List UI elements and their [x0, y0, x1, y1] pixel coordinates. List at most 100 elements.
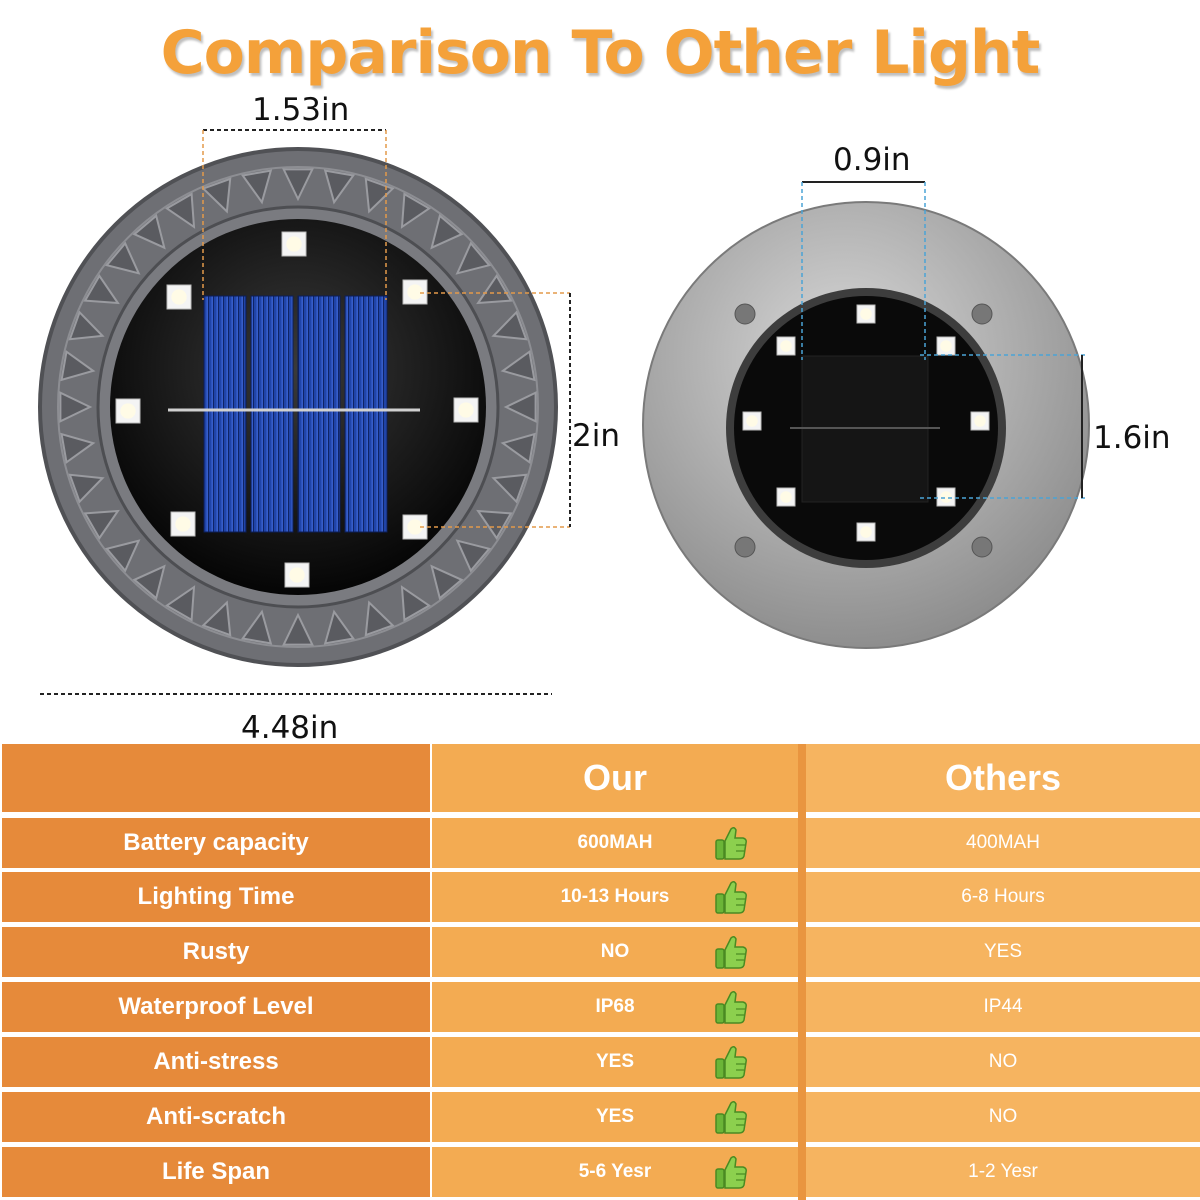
our-value: NO — [600, 941, 630, 962]
tire-tread — [132, 214, 166, 250]
led-light — [407, 519, 423, 535]
thumbs-up-icon — [714, 1099, 748, 1135]
header-our-cell: Our — [432, 744, 798, 812]
feature-label: Battery capacity — [123, 829, 309, 856]
thumbs-up-icon — [714, 989, 748, 1025]
our-light — [38, 129, 571, 695]
tire-tread — [165, 192, 196, 229]
others-value-cell: NO — [806, 1037, 1200, 1087]
tire-tread — [400, 192, 431, 229]
led-light — [746, 415, 758, 427]
our-value: 5-6 Yesr — [578, 1161, 652, 1182]
thumbs-up-icon — [714, 879, 748, 915]
tire-tread — [500, 432, 536, 465]
our-value-cell: YES — [432, 1037, 798, 1087]
table-header-row: Our Others — [0, 744, 1200, 812]
tire-tread — [455, 241, 491, 275]
our-value-cell: 5-6 Yesr — [432, 1147, 798, 1197]
tire-tread — [430, 564, 464, 600]
led-light — [120, 403, 136, 419]
table-row: Battery capacity 600MAH 400MAH — [0, 818, 1200, 868]
our-diameter-label: 4.48in — [241, 710, 339, 746]
tire-tread — [491, 473, 528, 504]
tire-tread — [59, 391, 93, 423]
feature-label: Waterproof Level — [118, 993, 314, 1020]
others-value: 400MAH — [966, 832, 1040, 853]
led-light — [780, 491, 792, 503]
others-value: IP44 — [983, 996, 1023, 1017]
feature-label: Lighting Time — [137, 883, 295, 910]
header-feature-cell — [2, 744, 430, 812]
our-panel-width-label: 1.53in — [252, 92, 350, 128]
others-value-cell: 1-2 Yesr — [806, 1147, 1200, 1197]
tire-tread — [83, 274, 120, 305]
led-light — [780, 340, 792, 352]
our-value-cell: YES — [432, 1092, 798, 1142]
feature-cell: Battery capacity — [2, 818, 430, 868]
led-light — [175, 516, 191, 532]
others-value-cell: 400MAH — [806, 818, 1200, 868]
led-light — [860, 308, 872, 320]
led-chip — [402, 279, 428, 305]
header-others-cell: Others — [806, 744, 1200, 812]
others-value: NO — [988, 1106, 1018, 1127]
tire-tread — [68, 310, 105, 341]
tire-tread — [476, 274, 513, 305]
tire-tread — [240, 169, 273, 205]
others-value: 1-2 Yesr — [968, 1161, 1038, 1182]
tire-tread — [132, 564, 166, 600]
feature-cell: Rusty — [2, 927, 430, 977]
tire-tread — [201, 600, 232, 637]
others-value-cell: IP44 — [806, 982, 1200, 1032]
other-light — [642, 181, 1090, 649]
header-our-label: Our — [582, 757, 647, 798]
others-value: NO — [988, 1051, 1018, 1072]
our-solar-panel — [168, 295, 420, 533]
our-value: IP68 — [595, 996, 635, 1017]
led-light — [289, 567, 305, 583]
tire-tread — [60, 349, 96, 382]
other-panel-width-label: 0.9in — [833, 142, 911, 178]
product-comparison-illustration — [38, 129, 1090, 695]
table-row: Life Span 5-6 Yesr 1-2 Yesr — [0, 1147, 1200, 1197]
others-value: 6-8 Hours — [961, 886, 1045, 907]
tire-tread — [400, 585, 431, 622]
table-row: Anti-scratch YES NO — [0, 1092, 1200, 1142]
tire-tread — [455, 539, 491, 573]
tire-tread — [323, 169, 356, 205]
tire-tread — [323, 609, 356, 645]
tire-tread — [201, 177, 232, 214]
thumbs-up-icon — [714, 825, 748, 861]
feature-label: Life Span — [161, 1158, 270, 1185]
feature-label: Anti-scratch — [145, 1103, 287, 1130]
page-title: Comparison To Other Light — [160, 18, 1041, 88]
our-value-cell: 600MAH — [432, 818, 798, 868]
led-light — [940, 340, 952, 352]
feature-label: Rusty — [182, 938, 250, 965]
header-others-label: Others — [944, 757, 1062, 798]
feature-cell: Anti-stress — [2, 1037, 430, 1087]
our-value-cell: NO — [432, 927, 798, 977]
comparison-table: Our Others Battery capacity 600MAH 400MAH L… — [0, 744, 1200, 1200]
our-value: 600MAH — [577, 832, 653, 853]
our-value-cell: IP68 — [432, 982, 798, 1032]
our-panel-height-label: 2in — [572, 418, 620, 454]
our-value-cell: 10-13 Hours — [432, 872, 798, 922]
tire-tread — [68, 473, 105, 504]
our-value: YES — [595, 1051, 635, 1072]
others-value-cell: 6-8 Hours — [806, 872, 1200, 922]
led-light — [860, 526, 872, 538]
tire-tread — [364, 600, 395, 637]
led-light — [974, 415, 986, 427]
tire-tread — [430, 214, 464, 250]
other-panel-height-label: 1.6in — [1093, 420, 1171, 456]
tire-tread — [500, 349, 536, 382]
tire-tread — [165, 585, 196, 622]
feature-label: Anti-stress — [153, 1048, 279, 1075]
feature-cell: Waterproof Level — [2, 982, 430, 1032]
table-row: Anti-stress YES NO — [0, 1037, 1200, 1087]
tire-tread — [60, 432, 96, 465]
feature-cell: Anti-scratch — [2, 1092, 430, 1142]
led-light — [286, 236, 302, 252]
our-value: YES — [595, 1106, 635, 1127]
